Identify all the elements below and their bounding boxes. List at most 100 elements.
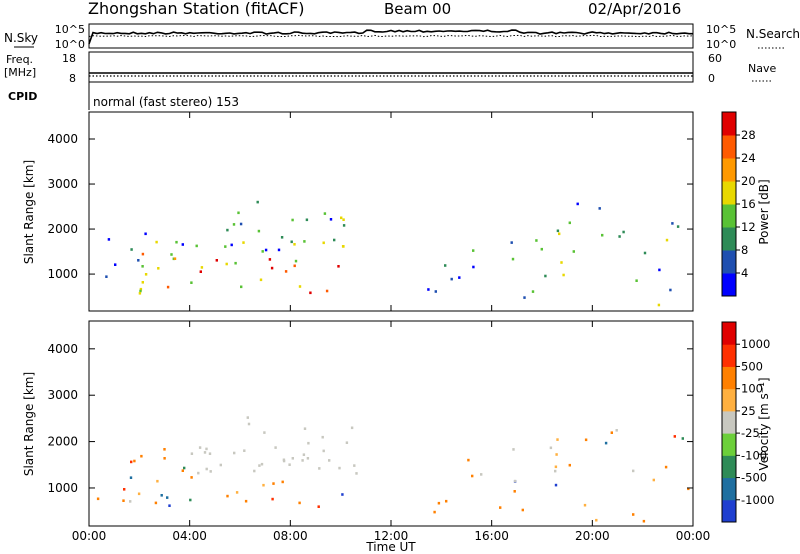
velocity-heatmap-data <box>96 416 690 523</box>
heatmap-cell <box>173 257 177 260</box>
heatmap-cell <box>598 207 601 210</box>
heatmap-cell <box>268 258 272 261</box>
heatmap-cell <box>226 494 229 498</box>
power-colorbar-label: Power [dB] <box>757 179 771 244</box>
heatmap-cell <box>556 229 560 233</box>
colorbar-tick-label: -500 <box>741 471 767 485</box>
heatmap-cell <box>355 472 358 475</box>
heatmap-cell <box>260 462 264 466</box>
heatmap-cell <box>157 267 160 270</box>
heatmap-cell <box>190 476 193 479</box>
heatmap-cell <box>601 233 604 237</box>
heatmap-cell <box>281 480 284 484</box>
power-ylabel: Slant Range [km] <box>22 160 36 264</box>
heatmap-cell <box>105 275 108 278</box>
velocity-colorbar: 1000 500 100 25 -25 -100 -500 -1000 <box>721 321 774 523</box>
heatmap-cell <box>317 505 320 508</box>
heatmap-cell <box>129 476 133 479</box>
heatmap-cell <box>687 487 690 491</box>
heatmap-cell <box>280 236 284 239</box>
heatmap-cell <box>156 479 159 483</box>
heatmap-cell <box>138 292 142 295</box>
heatmap-cell <box>288 463 291 466</box>
colorbar-tick-label: 24 <box>741 151 756 165</box>
date-label: 02/Apr/2016 <box>588 0 681 18</box>
colorbar-swatch <box>722 158 736 182</box>
heatmap-cell <box>467 458 470 462</box>
heatmap-cell <box>226 228 229 232</box>
heatmap-cell <box>262 483 265 487</box>
y-tick-label: 2000 <box>47 222 78 236</box>
heatmap-cell <box>560 261 563 264</box>
heatmap-cell <box>353 464 356 467</box>
heatmap-cell <box>253 469 256 473</box>
heatmap-cell <box>342 224 346 227</box>
velocity-y-axis: 1000 2000 3000 4000 <box>47 342 693 495</box>
heatmap-cell <box>632 469 635 473</box>
heatmap-cell <box>141 252 145 256</box>
y-tick-label: 4000 <box>47 342 78 356</box>
heatmap-cell <box>513 490 516 493</box>
heatmap-cell <box>471 474 474 478</box>
nsky-tick-top: 10^5 <box>55 23 85 36</box>
heatmap-cell <box>554 483 558 487</box>
heatmap-cell <box>237 211 240 215</box>
heatmap-cell <box>181 243 184 246</box>
heatmap-cell <box>282 458 286 462</box>
y-tick-label: 1000 <box>47 267 78 281</box>
heatmap-cell <box>166 496 169 499</box>
heatmap-cell <box>450 277 453 281</box>
heatmap-cell <box>576 202 579 206</box>
heatmap-cell <box>303 240 306 243</box>
heatmap-cell <box>437 501 441 505</box>
heatmap-cell <box>472 265 475 269</box>
heatmap-cell <box>197 471 200 475</box>
cpid-label: CPID <box>8 90 37 103</box>
heatmap-cell <box>235 491 239 494</box>
heatmap-cell <box>558 232 561 236</box>
heatmap-cell <box>199 270 202 273</box>
heatmap-cell <box>298 285 302 288</box>
heatmap-cell <box>584 438 588 442</box>
heatmap-cell <box>556 438 559 441</box>
heatmap-cell <box>321 435 324 439</box>
colorbar-tick-label: 25 <box>741 404 756 418</box>
heatmap-cell <box>303 427 307 430</box>
colorbar-swatch <box>722 455 736 479</box>
heatmap-cell <box>123 488 126 491</box>
heatmap-cell <box>671 222 674 225</box>
heatmap-cell <box>247 422 251 426</box>
heatmap-cell <box>511 257 515 261</box>
heatmap-cell <box>163 457 166 460</box>
heatmap-cell <box>341 493 344 496</box>
heatmap-cell <box>183 466 186 470</box>
heatmap-cell <box>200 266 204 269</box>
heatmap-cell <box>444 264 447 267</box>
heatmap-cell <box>658 268 661 272</box>
heatmap-cell <box>341 245 345 248</box>
colorbar-swatch <box>722 112 736 136</box>
colorbar-tick-label: 12 <box>741 220 756 234</box>
heatmap-cell <box>195 244 198 248</box>
noise-search-series <box>88 34 694 38</box>
heatmap-cell <box>274 446 277 449</box>
heatmap-cell <box>604 441 608 445</box>
x-tick-label: 00:00 <box>676 529 711 543</box>
y-tick-label: 4000 <box>47 132 78 146</box>
heatmap-cell <box>562 273 565 277</box>
colorbar-tick-label: 1000 <box>741 337 770 351</box>
colorbar-swatch <box>722 499 736 523</box>
heatmap-cell <box>233 451 236 455</box>
heatmap-cell <box>209 470 212 473</box>
heatmap-cell <box>181 469 184 472</box>
heatmap-cell <box>189 498 192 502</box>
freq-panel-frame <box>88 51 694 83</box>
colorbar-swatch <box>722 344 736 367</box>
heatmap-cell <box>155 240 158 244</box>
heatmap-cell <box>521 508 524 512</box>
colorbar-swatch <box>722 273 736 297</box>
heatmap-cell <box>271 497 274 501</box>
power-y-axis: 1000 2000 3000 4000 <box>47 132 693 281</box>
heatmap-cell <box>512 448 515 451</box>
